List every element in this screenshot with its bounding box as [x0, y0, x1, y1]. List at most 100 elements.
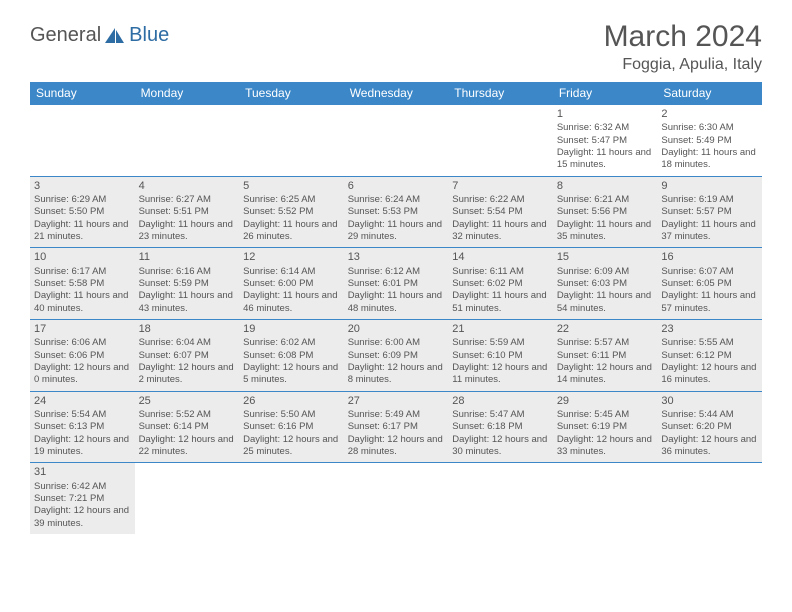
- calendar-cell: 23Sunrise: 5:55 AMSunset: 6:12 PMDayligh…: [657, 320, 762, 392]
- sunrise-text: Sunrise: 5:59 AM: [452, 337, 549, 349]
- sunrise-text: Sunrise: 6:14 AM: [243, 266, 340, 278]
- calendar-cell: 30Sunrise: 5:44 AMSunset: 6:20 PMDayligh…: [657, 391, 762, 463]
- daylight-text: Daylight: 12 hours and 0 minutes.: [34, 362, 131, 387]
- sunset-text: Sunset: 5:51 PM: [139, 206, 236, 218]
- calendar-cell: [657, 463, 762, 534]
- day-number: 9: [661, 179, 758, 193]
- calendar-cell: 13Sunrise: 6:12 AMSunset: 6:01 PMDayligh…: [344, 248, 449, 320]
- calendar-cell: 21Sunrise: 5:59 AMSunset: 6:10 PMDayligh…: [448, 320, 553, 392]
- sunrise-text: Sunrise: 5:50 AM: [243, 409, 340, 421]
- daylight-text: Daylight: 12 hours and 19 minutes.: [34, 434, 131, 459]
- sunrise-text: Sunrise: 5:54 AM: [34, 409, 131, 421]
- calendar-cell: 11Sunrise: 6:16 AMSunset: 5:59 PMDayligh…: [135, 248, 240, 320]
- calendar-cell: 22Sunrise: 5:57 AMSunset: 6:11 PMDayligh…: [553, 320, 658, 392]
- sunrise-text: Sunrise: 6:02 AM: [243, 337, 340, 349]
- calendar-cell: [344, 105, 449, 177]
- calendar-cell: 17Sunrise: 6:06 AMSunset: 6:06 PMDayligh…: [30, 320, 135, 392]
- calendar-cell: 18Sunrise: 6:04 AMSunset: 6:07 PMDayligh…: [135, 320, 240, 392]
- day-number: 26: [243, 394, 340, 408]
- sunset-text: Sunset: 6:00 PM: [243, 278, 340, 290]
- calendar-cell: [553, 463, 658, 534]
- calendar-cell: [239, 463, 344, 534]
- daylight-text: Daylight: 11 hours and 54 minutes.: [557, 290, 654, 315]
- daylight-text: Daylight: 11 hours and 32 minutes.: [452, 219, 549, 244]
- daylight-text: Daylight: 12 hours and 14 minutes.: [557, 362, 654, 387]
- day-number: 6: [348, 179, 445, 193]
- day-number: 2: [661, 107, 758, 121]
- day-number: 16: [661, 250, 758, 264]
- sunrise-text: Sunrise: 6:07 AM: [661, 266, 758, 278]
- sunrise-text: Sunrise: 6:29 AM: [34, 194, 131, 206]
- sunset-text: Sunset: 6:10 PM: [452, 350, 549, 362]
- sunset-text: Sunset: 6:03 PM: [557, 278, 654, 290]
- sunset-text: Sunset: 5:59 PM: [139, 278, 236, 290]
- sunrise-text: Sunrise: 5:55 AM: [661, 337, 758, 349]
- sunset-text: Sunset: 6:07 PM: [139, 350, 236, 362]
- day-number: 23: [661, 322, 758, 336]
- day-number: 13: [348, 250, 445, 264]
- weekday-header: Tuesday: [239, 82, 344, 105]
- sunset-text: Sunset: 5:54 PM: [452, 206, 549, 218]
- daylight-text: Daylight: 11 hours and 18 minutes.: [661, 147, 758, 172]
- location: Foggia, Apulia, Italy: [604, 56, 762, 74]
- calendar-cell: [448, 463, 553, 534]
- sunset-text: Sunset: 6:18 PM: [452, 421, 549, 433]
- sunrise-text: Sunrise: 6:12 AM: [348, 266, 445, 278]
- calendar-cell: 4Sunrise: 6:27 AMSunset: 5:51 PMDaylight…: [135, 176, 240, 248]
- brand-logo: General Blue: [30, 24, 169, 47]
- day-number: 3: [34, 179, 131, 193]
- day-number: 17: [34, 322, 131, 336]
- sunrise-text: Sunrise: 5:57 AM: [557, 337, 654, 349]
- calendar-row: 10Sunrise: 6:17 AMSunset: 5:58 PMDayligh…: [30, 248, 762, 320]
- title-block: March 2024 Foggia, Apulia, Italy: [604, 20, 762, 74]
- weekday-header: Thursday: [448, 82, 553, 105]
- day-number: 21: [452, 322, 549, 336]
- sunset-text: Sunset: 6:05 PM: [661, 278, 758, 290]
- daylight-text: Daylight: 12 hours and 2 minutes.: [139, 362, 236, 387]
- day-number: 11: [139, 250, 236, 264]
- header: General Blue March 2024 Foggia, Apulia, …: [30, 20, 762, 74]
- daylight-text: Daylight: 11 hours and 37 minutes.: [661, 219, 758, 244]
- sunset-text: Sunset: 5:58 PM: [34, 278, 131, 290]
- weekday-header: Wednesday: [344, 82, 449, 105]
- day-number: 30: [661, 394, 758, 408]
- calendar-cell: 26Sunrise: 5:50 AMSunset: 6:16 PMDayligh…: [239, 391, 344, 463]
- sunrise-text: Sunrise: 6:19 AM: [661, 194, 758, 206]
- calendar-cell: [30, 105, 135, 177]
- day-number: 29: [557, 394, 654, 408]
- sunset-text: Sunset: 6:19 PM: [557, 421, 654, 433]
- calendar-cell: [239, 105, 344, 177]
- daylight-text: Daylight: 11 hours and 48 minutes.: [348, 290, 445, 315]
- calendar-cell: 19Sunrise: 6:02 AMSunset: 6:08 PMDayligh…: [239, 320, 344, 392]
- sunrise-text: Sunrise: 5:44 AM: [661, 409, 758, 421]
- sunset-text: Sunset: 6:14 PM: [139, 421, 236, 433]
- weekday-header: Friday: [553, 82, 658, 105]
- daylight-text: Daylight: 12 hours and 16 minutes.: [661, 362, 758, 387]
- day-number: 28: [452, 394, 549, 408]
- daylight-text: Daylight: 11 hours and 35 minutes.: [557, 219, 654, 244]
- weekday-header-row: Sunday Monday Tuesday Wednesday Thursday…: [30, 82, 762, 105]
- day-number: 14: [452, 250, 549, 264]
- daylight-text: Daylight: 12 hours and 5 minutes.: [243, 362, 340, 387]
- daylight-text: Daylight: 12 hours and 33 minutes.: [557, 434, 654, 459]
- sunrise-text: Sunrise: 6:27 AM: [139, 194, 236, 206]
- day-number: 22: [557, 322, 654, 336]
- daylight-text: Daylight: 12 hours and 25 minutes.: [243, 434, 340, 459]
- day-number: 7: [452, 179, 549, 193]
- weekday-header: Saturday: [657, 82, 762, 105]
- day-number: 1: [557, 107, 654, 121]
- brand-text-1: General: [30, 24, 101, 47]
- calendar-cell: 25Sunrise: 5:52 AMSunset: 6:14 PMDayligh…: [135, 391, 240, 463]
- calendar-cell: 14Sunrise: 6:11 AMSunset: 6:02 PMDayligh…: [448, 248, 553, 320]
- calendar-row: 24Sunrise: 5:54 AMSunset: 6:13 PMDayligh…: [30, 391, 762, 463]
- sunset-text: Sunset: 5:53 PM: [348, 206, 445, 218]
- sunset-text: Sunset: 6:08 PM: [243, 350, 340, 362]
- calendar-cell: 16Sunrise: 6:07 AMSunset: 6:05 PMDayligh…: [657, 248, 762, 320]
- sunrise-text: Sunrise: 6:21 AM: [557, 194, 654, 206]
- weekday-header: Sunday: [30, 82, 135, 105]
- calendar-cell: 27Sunrise: 5:49 AMSunset: 6:17 PMDayligh…: [344, 391, 449, 463]
- sunset-text: Sunset: 6:20 PM: [661, 421, 758, 433]
- sunrise-text: Sunrise: 5:49 AM: [348, 409, 445, 421]
- calendar-cell: [344, 463, 449, 534]
- sunrise-text: Sunrise: 6:24 AM: [348, 194, 445, 206]
